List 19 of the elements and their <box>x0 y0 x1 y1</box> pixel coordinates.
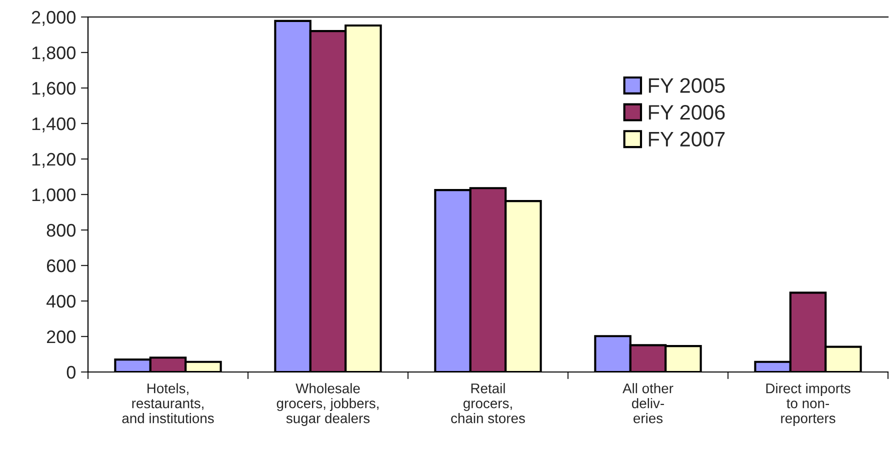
y-tick-label: 1,600 <box>32 82 76 97</box>
x-tick-label: Direct imports to non- reporters <box>766 383 850 426</box>
x-tick-label: Retail grocers, chain stores <box>451 383 525 424</box>
legend-label: FY 2006 <box>648 104 725 120</box>
y-tick-label: 800 <box>46 224 76 237</box>
y-tick-label: 400 <box>46 294 76 308</box>
x-tick-label: Hotels, restaurants, and institutions <box>122 383 214 424</box>
y-tick-label: 2,000 <box>32 10 76 26</box>
legend-label: FY 2005 <box>648 78 725 93</box>
y-tick-label: 1,800 <box>32 46 76 62</box>
y-tick-label: 0 <box>66 366 76 379</box>
x-tick-label: Wholesale grocers, jobbers, sugar dealers <box>276 383 378 426</box>
x-tick-label: All other deliv- eries <box>622 383 674 424</box>
y-tick-label: 600 <box>46 259 76 272</box>
legend-label: FY 2007 <box>648 132 725 147</box>
y-tick-label: 200 <box>46 330 76 344</box>
y-tick-label: 1,000 <box>32 188 76 204</box>
y-tick-label: 1,400 <box>32 117 76 132</box>
y-tick-label: 1,200 <box>32 152 76 168</box>
